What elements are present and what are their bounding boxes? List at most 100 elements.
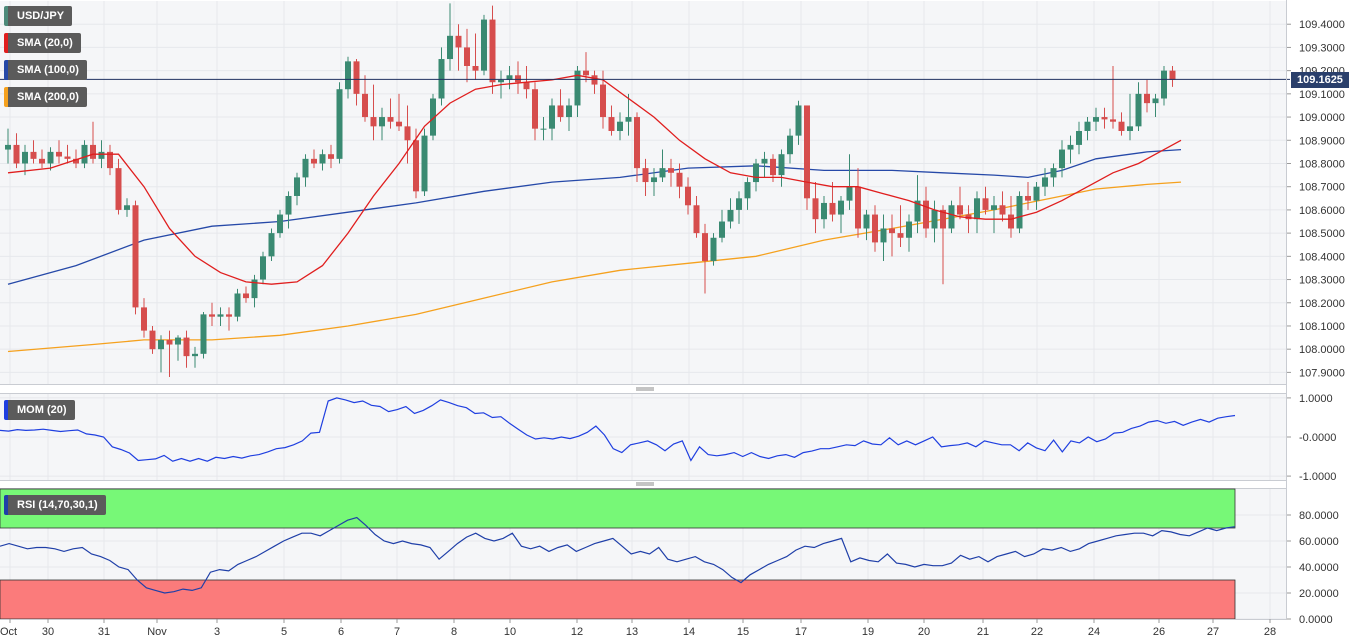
- bullish-candle: [251, 274, 258, 308]
- bearish-candle: [353, 59, 360, 106]
- bullish-candle: [345, 56, 351, 99]
- bearish-candle: [999, 191, 1006, 222]
- bearish-candle: [1101, 107, 1108, 129]
- bullish-candle: [710, 233, 717, 266]
- bullish-candle: [863, 209, 870, 241]
- sma20-layer: [7, 74, 1182, 285]
- bullish-candle: [651, 168, 657, 196]
- bullish-candle: [175, 335, 181, 361]
- sma20-line: [7, 74, 1182, 285]
- x-tick-label: 31: [98, 626, 110, 638]
- x-tick-label: 17: [795, 626, 807, 638]
- bullish-candle: [566, 98, 572, 131]
- price-y-tick-label: 109.0000: [1299, 112, 1345, 124]
- bearish-candle: [370, 84, 377, 141]
- bearish-candle: [73, 149, 79, 169]
- price-grid: [0, 1, 1286, 384]
- bearish-candle: [115, 158, 122, 215]
- bearish-candle: [812, 182, 819, 234]
- price-y-tick-label: 108.7000: [1299, 182, 1345, 194]
- price-y-tick-label: 109.3000: [1299, 42, 1345, 54]
- x-tick-label: 28: [1264, 626, 1276, 638]
- bullish-candle: [991, 195, 997, 234]
- bearish-candle: [56, 140, 62, 164]
- bullish-candle: [285, 191, 292, 229]
- bearish-candle: [404, 105, 411, 164]
- bullish-candle: [81, 140, 88, 169]
- bullish-candle: [659, 149, 666, 183]
- sma200-tag[interactable]: SMA (200,0): [4, 87, 87, 107]
- bearish-candle: [30, 140, 37, 164]
- price-y-tick-label: 108.9000: [1299, 135, 1345, 147]
- symbol-label: USD/JPY: [17, 10, 65, 22]
- bullish-candle: [217, 307, 224, 326]
- bullish-candle: [761, 151, 768, 178]
- bearish-candle: [634, 112, 640, 183]
- bearish-candle: [1008, 195, 1014, 238]
- sma100-tag[interactable]: SMA (100,0): [4, 60, 87, 80]
- bearish-candle: [872, 205, 878, 252]
- bullish-candle: [22, 144, 28, 176]
- x-tick-label: 6: [338, 626, 344, 638]
- price-y-tick-label: 108.6000: [1299, 205, 1345, 217]
- bearish-candle: [1169, 65, 1176, 87]
- bearish-candle: [685, 177, 691, 215]
- bearish-candle: [472, 33, 479, 80]
- rsi-pane[interactable]: 80.0000 60.0000 40.0000 20.0000 0.0000: [0, 488, 1339, 626]
- x-tick-label: Nov: [147, 626, 167, 638]
- x-tick-label: 13: [626, 626, 638, 638]
- bearish-candle: [1110, 65, 1116, 129]
- bearish-candle: [464, 28, 470, 83]
- bullish-candle: [319, 149, 326, 171]
- rsi-tag[interactable]: RSI (14,70,30,1): [4, 495, 106, 515]
- bullish-candle: [421, 128, 428, 196]
- momentum-tag[interactable]: MOM (20): [4, 400, 75, 420]
- bearish-candle: [702, 223, 708, 294]
- sma20-tag[interactable]: SMA (20,0): [4, 33, 81, 53]
- bullish-candle: [1127, 93, 1133, 141]
- momentum-grid: [0, 394, 1286, 480]
- price-y-tick-label: 108.0000: [1299, 344, 1345, 356]
- bearish-candle: [64, 144, 71, 164]
- bullish-candle: [1135, 82, 1142, 131]
- bearish-candle: [642, 158, 649, 196]
- momentum-pane[interactable]: 1.0000 -0.0000 -1.0000: [0, 393, 1336, 483]
- bullish-candle: [744, 177, 751, 210]
- bearish-candle: [90, 121, 96, 164]
- momentum-y-tick-label: 1.0000: [1299, 393, 1333, 405]
- current-price-tag: 109.1625: [1291, 72, 1349, 88]
- bullish-candle: [1076, 121, 1082, 155]
- bearish-candle: [209, 302, 215, 326]
- bearish-candle: [107, 144, 113, 176]
- price-y-axis: 107.9000 108.0000 108.1000 108.2000 108.3000…: [1286, 19, 1345, 379]
- bullish-candle: [234, 288, 241, 322]
- bearish-candle: [693, 195, 700, 238]
- bullish-candle: [336, 82, 343, 164]
- bearish-candle: [829, 182, 836, 222]
- pane-divider-top[interactable]: [0, 384, 1286, 394]
- bullish-candle: [1084, 117, 1091, 141]
- price-y-tick-label: 108.1000: [1299, 321, 1345, 333]
- bullish-candle: [931, 200, 938, 243]
- rsi-y-axis: 80.0000 60.0000 40.0000 20.0000 0.0000: [1286, 510, 1339, 626]
- rsi-y-tick-label: 20.0000: [1299, 588, 1339, 600]
- candles-layer: [5, 3, 1176, 378]
- bullish-candle: [1067, 135, 1074, 164]
- bullish-candle: [192, 346, 198, 368]
- bullish-candle: [787, 128, 793, 164]
- momentum-y-tick-label: -1.0000: [1299, 471, 1336, 483]
- momentum-y-tick-label: -0.0000: [1299, 432, 1336, 444]
- x-tick-label: 15: [737, 626, 749, 638]
- bullish-candle: [1042, 168, 1048, 196]
- symbol-tag[interactable]: USD/JPY: [4, 6, 73, 26]
- bullish-candle: [880, 214, 887, 261]
- bullish-candle: [574, 65, 581, 118]
- bearish-candle: [141, 298, 147, 338]
- bullish-candle: [47, 147, 54, 171]
- pane-divider-bottom[interactable]: [0, 480, 1286, 489]
- x-tick-label: 26: [1153, 626, 1165, 638]
- price-pane[interactable]: 107.9000 108.0000 108.1000 108.2000 108.3000…: [0, 1, 1345, 384]
- sma200-label: SMA (200,0): [17, 91, 79, 103]
- price-y-tick-label: 108.5000: [1299, 228, 1345, 240]
